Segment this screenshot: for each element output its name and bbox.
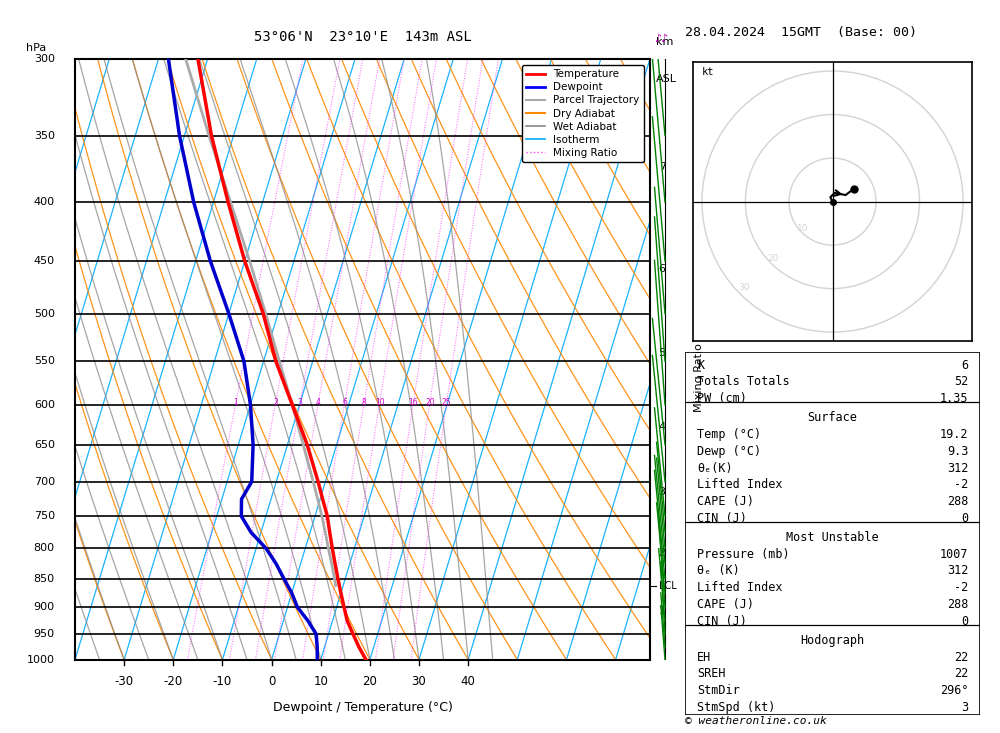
Text: -20: -20 <box>164 674 183 688</box>
Text: 30: 30 <box>738 284 749 292</box>
Text: 22: 22 <box>954 651 968 663</box>
Text: 550: 550 <box>34 356 55 366</box>
Text: 8: 8 <box>362 397 367 407</box>
Text: hPa: hPa <box>26 43 46 53</box>
Text: 53°06'N  23°10'E  143m ASL: 53°06'N 23°10'E 143m ASL <box>254 29 471 44</box>
Text: 22: 22 <box>954 668 968 680</box>
Text: CIN (J): CIN (J) <box>697 512 747 525</box>
Text: 2: 2 <box>659 548 666 559</box>
Text: Temp (°C): Temp (°C) <box>697 428 761 441</box>
Text: 900: 900 <box>34 602 55 612</box>
Text: θₑ (K): θₑ (K) <box>697 564 740 578</box>
Text: 288: 288 <box>947 496 968 508</box>
Text: 312: 312 <box>947 462 968 474</box>
Text: 0: 0 <box>961 512 968 525</box>
Text: CIN (J): CIN (J) <box>697 615 747 628</box>
Text: 6: 6 <box>659 264 666 273</box>
Text: 19.2: 19.2 <box>940 428 968 441</box>
Text: -10: -10 <box>213 674 232 688</box>
Text: 9.3: 9.3 <box>947 445 968 457</box>
Text: 10: 10 <box>797 224 809 233</box>
Text: 0: 0 <box>961 615 968 628</box>
Text: 10: 10 <box>375 397 385 407</box>
Text: 700: 700 <box>34 476 55 487</box>
Text: 5: 5 <box>659 348 666 358</box>
Text: θₑ(K): θₑ(K) <box>697 462 732 474</box>
Text: 1: 1 <box>234 397 238 407</box>
Text: 950: 950 <box>34 629 55 639</box>
Text: 20: 20 <box>362 674 377 688</box>
Text: Hodograph: Hodograph <box>800 633 865 647</box>
Text: 40: 40 <box>461 674 476 688</box>
Text: -30: -30 <box>115 674 134 688</box>
Text: Dewpoint / Temperature (°C): Dewpoint / Temperature (°C) <box>273 701 452 713</box>
Text: 10: 10 <box>313 674 328 688</box>
Text: ASL: ASL <box>656 74 677 84</box>
Text: Totals Totals: Totals Totals <box>697 375 789 388</box>
Text: SREH: SREH <box>697 668 725 680</box>
Text: PW (cm): PW (cm) <box>697 392 747 405</box>
Text: 450: 450 <box>34 256 55 266</box>
Text: EH: EH <box>697 651 711 663</box>
Legend: Temperature, Dewpoint, Parcel Trajectory, Dry Adiabat, Wet Adiabat, Isotherm, Mi: Temperature, Dewpoint, Parcel Trajectory… <box>522 65 644 162</box>
Text: 4: 4 <box>316 397 321 407</box>
Text: 850: 850 <box>34 573 55 583</box>
Text: -2: -2 <box>954 581 968 594</box>
Text: kt: kt <box>702 67 714 78</box>
Text: 16: 16 <box>409 397 418 407</box>
Text: Dewp (°C): Dewp (°C) <box>697 445 761 457</box>
Text: 2: 2 <box>273 397 278 407</box>
Text: CAPE (J): CAPE (J) <box>697 496 754 508</box>
Text: 288: 288 <box>947 598 968 611</box>
Text: 500: 500 <box>34 309 55 319</box>
Text: ♪♪: ♪♪ <box>654 34 668 45</box>
Text: 52: 52 <box>954 375 968 388</box>
Text: 650: 650 <box>34 440 55 449</box>
Text: 30: 30 <box>412 674 426 688</box>
Text: StmSpd (kt): StmSpd (kt) <box>697 701 775 714</box>
Text: 0: 0 <box>268 674 275 688</box>
Text: km: km <box>656 37 673 47</box>
Text: Pressure (mb): Pressure (mb) <box>697 548 789 561</box>
Text: 400: 400 <box>34 197 55 207</box>
Text: 20: 20 <box>768 254 779 262</box>
Text: © weatheronline.co.uk: © weatheronline.co.uk <box>685 715 827 726</box>
Text: 3: 3 <box>298 397 303 407</box>
Text: 3: 3 <box>659 487 666 496</box>
Text: -2: -2 <box>954 479 968 491</box>
Text: 20: 20 <box>425 397 435 407</box>
Text: Mixing Ratio (g/kg): Mixing Ratio (g/kg) <box>694 306 704 412</box>
Text: 800: 800 <box>34 543 55 553</box>
Text: CAPE (J): CAPE (J) <box>697 598 754 611</box>
Text: 1000: 1000 <box>27 655 55 665</box>
Text: 28.04.2024  15GMT  (Base: 00): 28.04.2024 15GMT (Base: 00) <box>685 26 917 39</box>
Text: 296°: 296° <box>940 685 968 697</box>
Text: 1007: 1007 <box>940 548 968 561</box>
Text: 3: 3 <box>961 701 968 714</box>
Text: Surface: Surface <box>808 411 857 424</box>
Text: LCL: LCL <box>659 581 676 591</box>
Text: 1: 1 <box>659 606 666 616</box>
Text: 300: 300 <box>34 54 55 64</box>
Text: Lifted Index: Lifted Index <box>697 581 782 594</box>
Text: 6: 6 <box>342 397 347 407</box>
Text: 600: 600 <box>34 399 55 410</box>
Text: 7: 7 <box>659 163 666 172</box>
Text: 25: 25 <box>442 397 452 407</box>
Text: K: K <box>697 358 704 372</box>
Text: 750: 750 <box>34 511 55 521</box>
Text: 4: 4 <box>659 421 666 432</box>
Text: 1.35: 1.35 <box>940 392 968 405</box>
Text: Lifted Index: Lifted Index <box>697 479 782 491</box>
Text: Most Unstable: Most Unstable <box>786 531 879 544</box>
Text: 312: 312 <box>947 564 968 578</box>
Text: 6: 6 <box>961 358 968 372</box>
Text: StmDir: StmDir <box>697 685 740 697</box>
Text: 350: 350 <box>34 130 55 141</box>
